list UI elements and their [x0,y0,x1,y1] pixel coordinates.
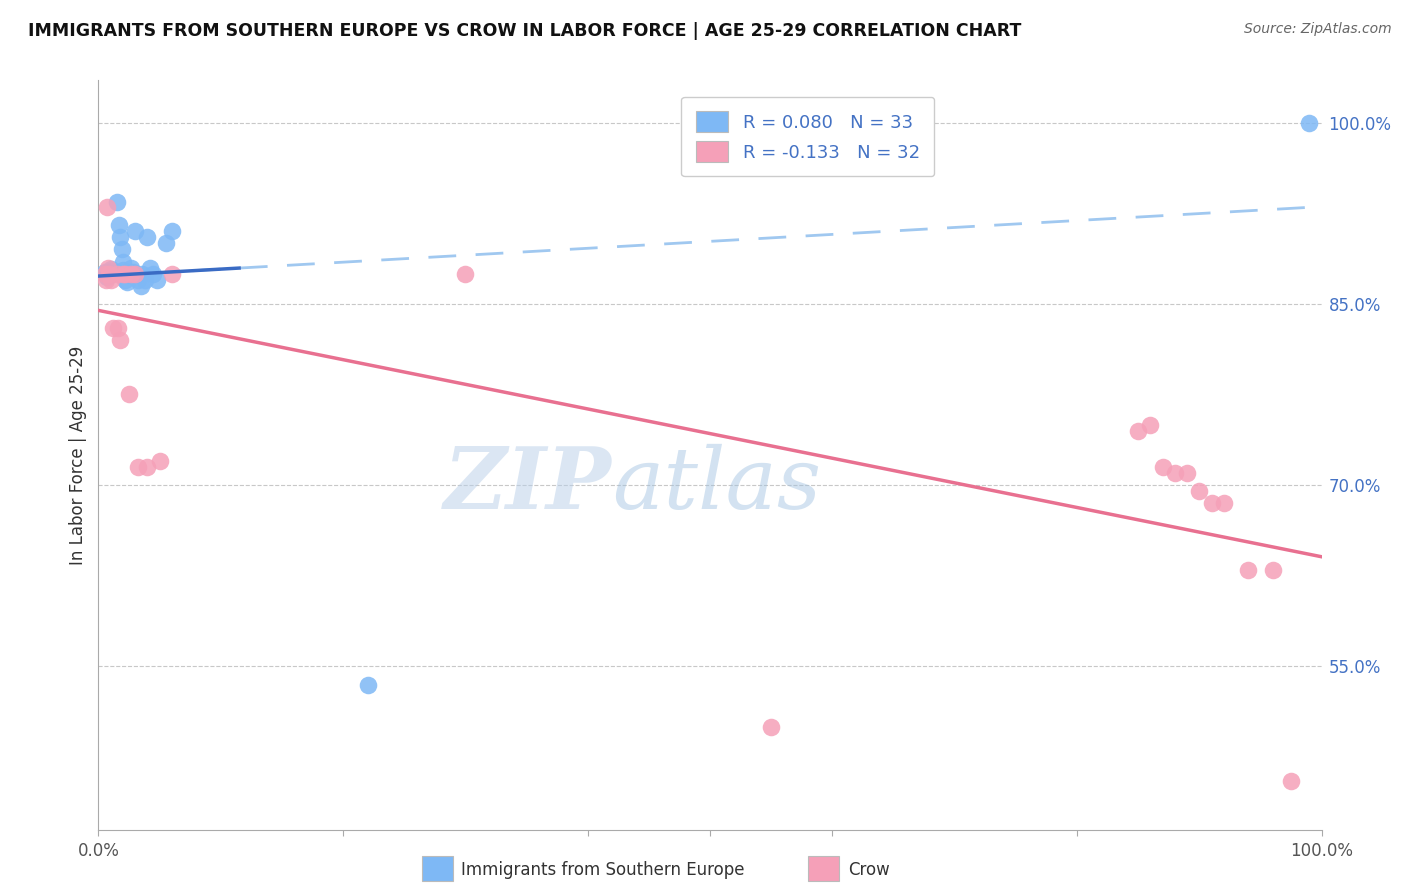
Point [111,267,134,281]
Point [142,267,165,281]
Legend: R = 0.080   N = 33, R = -0.133   N = 32: R = 0.080 N = 33, R = -0.133 N = 32 [682,97,935,177]
Point [1212,496,1234,510]
Point [124,267,146,281]
Point [98,267,121,281]
Point [149,454,172,468]
Point [111,243,134,257]
Point [101,321,124,335]
Point [124,224,146,238]
Point [105,267,128,281]
Point [100,273,122,287]
Point [97,260,120,275]
Point [121,265,143,279]
Point [120,267,142,281]
Point [114,267,136,281]
Point [1139,417,1161,432]
Point [115,275,138,289]
Point [1261,563,1284,577]
Point [160,224,183,238]
Point [111,263,134,277]
Point [454,267,477,281]
Text: Crow: Crow [848,861,890,879]
Point [139,260,162,275]
Point [1128,424,1150,438]
Point [1298,115,1320,129]
Point [96,200,118,214]
Point [97,265,120,279]
Point [114,273,136,287]
Point [94,273,117,287]
Point [120,267,142,281]
Text: atlas: atlas [612,443,821,526]
Point [160,267,183,281]
Point [134,273,156,287]
Y-axis label: In Labor Force | Age 25-29: In Labor Force | Age 25-29 [69,345,87,565]
Point [93,265,115,279]
Point [1175,466,1198,480]
Point [118,387,141,401]
Text: Source: ZipAtlas.com: Source: ZipAtlas.com [1244,22,1392,37]
Point [100,261,122,276]
Text: ZIP: ZIP [444,443,612,526]
Point [131,267,153,281]
Point [127,273,149,287]
Point [1152,460,1174,475]
Text: Immigrants from Southern Europe: Immigrants from Southern Europe [461,861,745,879]
Point [105,195,128,210]
Point [129,278,152,293]
Point [1237,563,1260,577]
Point [136,230,159,244]
Point [111,254,134,268]
Point [120,260,142,275]
Point [96,270,118,285]
Point [155,236,177,251]
Text: IMMIGRANTS FROM SOUTHERN EUROPE VS CROW IN LABOR FORCE | AGE 25-29 CORRELATION C: IMMIGRANTS FROM SOUTHERN EUROPE VS CROW … [28,22,1022,40]
Point [1201,496,1223,510]
Point [107,321,129,335]
Point [356,677,378,691]
Point [146,273,169,287]
Point [118,267,141,281]
Point [136,460,159,475]
Point [127,460,149,475]
Point [1279,774,1302,789]
Point [108,219,131,233]
Point [761,720,783,734]
Point [110,333,132,347]
Point [1188,484,1211,499]
Point [93,267,115,281]
Point [100,264,122,278]
Point [124,267,146,281]
Point [1164,466,1187,480]
Point [110,230,132,244]
Point [98,268,121,282]
Point [100,267,122,281]
